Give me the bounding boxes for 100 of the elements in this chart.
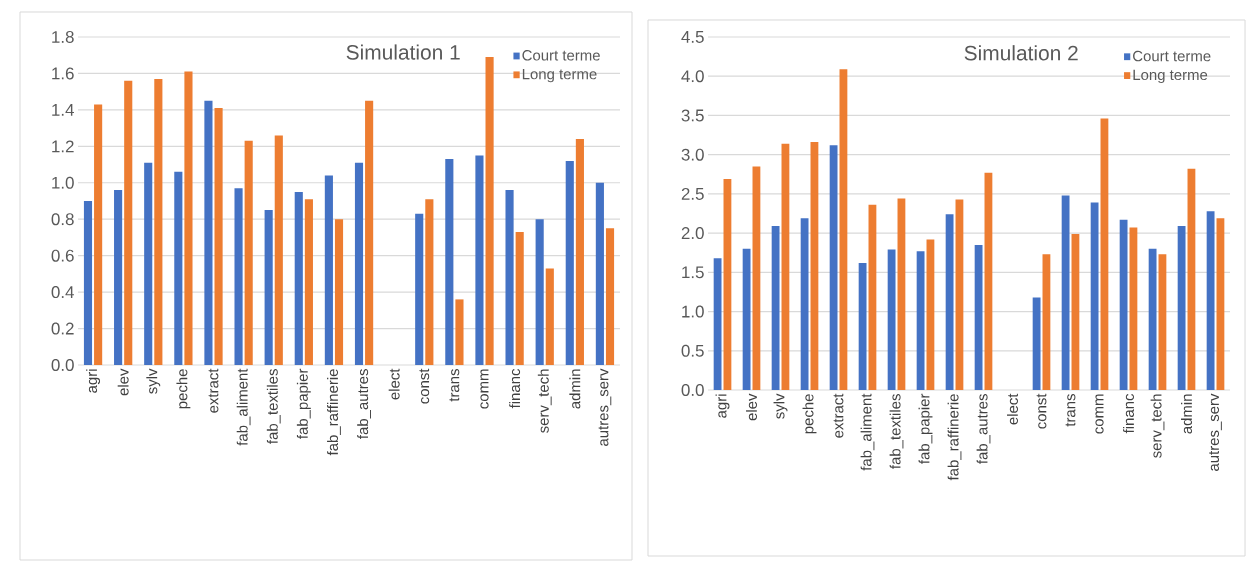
bar bbox=[1061, 195, 1070, 390]
bar bbox=[1216, 218, 1225, 390]
bar bbox=[174, 171, 183, 365]
y-tick-label: 4.0 bbox=[681, 70, 704, 83]
bar bbox=[742, 248, 751, 390]
x-tick-label: comm bbox=[480, 369, 489, 409]
bar bbox=[1158, 254, 1167, 390]
y-tick-label: 2.0 bbox=[681, 227, 704, 240]
bar bbox=[455, 299, 464, 365]
bar bbox=[858, 262, 867, 390]
bar bbox=[324, 175, 333, 365]
bar bbox=[1090, 202, 1099, 390]
bar bbox=[955, 199, 964, 390]
y-tick-label: 1.0 bbox=[682, 305, 704, 318]
y-tick-label: 3.5 bbox=[681, 109, 704, 122]
y-tick-label: 0.2 bbox=[51, 322, 74, 335]
y-tick-label: 1.2 bbox=[52, 140, 74, 153]
x-tick-label: peche bbox=[802, 394, 817, 434]
bar bbox=[94, 104, 103, 365]
bar bbox=[415, 213, 424, 365]
bar bbox=[274, 135, 283, 365]
x-tick-label: peche bbox=[176, 369, 191, 409]
bar bbox=[771, 226, 780, 390]
x-tick-label: serv_tech bbox=[1150, 394, 1165, 458]
bar bbox=[1148, 248, 1157, 390]
bar bbox=[575, 139, 584, 365]
bar bbox=[887, 249, 896, 390]
y-tick-label: 3.0 bbox=[681, 148, 704, 161]
legend-label: Long terme bbox=[1133, 69, 1208, 84]
x-tick-label: fab_papier bbox=[296, 368, 311, 439]
bar bbox=[214, 108, 223, 365]
legend-label: Court terme bbox=[1133, 50, 1211, 62]
bar bbox=[1042, 254, 1051, 390]
bar bbox=[926, 239, 935, 390]
x-tick-label: autres_serv bbox=[1209, 393, 1222, 471]
bar bbox=[204, 100, 213, 365]
x-tick-label: fab_aliment bbox=[860, 393, 875, 471]
x-tick-label: const bbox=[1036, 393, 1047, 429]
x-tick-label: agri bbox=[86, 369, 101, 393]
bar bbox=[752, 166, 761, 390]
bar bbox=[234, 188, 243, 365]
x-tick-label: financ bbox=[1123, 393, 1134, 434]
x-tick-label: admin bbox=[569, 369, 581, 409]
bar bbox=[114, 190, 123, 365]
y-tick-label: 1.8 bbox=[52, 31, 74, 43]
x-tick-label: fab_textiles bbox=[266, 369, 281, 444]
y-tick-label: 0.5 bbox=[681, 344, 704, 357]
bar bbox=[244, 140, 253, 365]
bar bbox=[334, 219, 344, 365]
chart-title: Simulation 1 bbox=[346, 44, 460, 60]
y-tick-label: 1.6 bbox=[52, 67, 74, 80]
bar bbox=[83, 201, 93, 365]
bar bbox=[595, 182, 604, 365]
bar bbox=[1177, 226, 1186, 390]
x-tick-label: trans bbox=[1065, 394, 1076, 427]
x-tick-label: elect bbox=[1007, 393, 1018, 425]
legend-label: Court terme bbox=[522, 50, 600, 61]
bar bbox=[605, 228, 615, 365]
bar bbox=[124, 80, 133, 365]
x-tick-label: autres_serv bbox=[598, 368, 612, 446]
y-tick-label: 0.4 bbox=[51, 286, 74, 299]
bar bbox=[945, 214, 954, 390]
x-tick-label: fab_raffinerie bbox=[947, 394, 962, 481]
x-tick-label: comm bbox=[1095, 394, 1104, 434]
x-tick-label: fab_autres bbox=[357, 369, 371, 439]
y-tick-label: 1.5 bbox=[682, 266, 704, 279]
bar bbox=[475, 155, 484, 365]
x-tick-label: extract bbox=[833, 393, 844, 438]
bar bbox=[304, 199, 313, 365]
bar bbox=[365, 100, 374, 365]
bar bbox=[535, 219, 544, 365]
bar bbox=[1032, 297, 1041, 390]
bar bbox=[144, 162, 153, 365]
x-tick-label: elev bbox=[746, 393, 757, 421]
bar bbox=[184, 71, 193, 365]
bar bbox=[829, 145, 838, 390]
bar bbox=[713, 258, 722, 390]
x-tick-label: elev bbox=[117, 368, 129, 396]
chart-title: Simulation 2 bbox=[964, 45, 1078, 61]
bar bbox=[515, 231, 524, 365]
x-tick-label: extract bbox=[208, 368, 219, 413]
legend-label: Long terme bbox=[522, 68, 597, 83]
bar bbox=[264, 210, 273, 365]
x-tick-label: fab_papier bbox=[918, 393, 933, 464]
x-tick-label: financ bbox=[509, 368, 521, 409]
y-tick-label: 1.0 bbox=[52, 176, 74, 189]
bar bbox=[545, 268, 554, 365]
y-tick-label: 0.8 bbox=[51, 213, 74, 226]
bar bbox=[974, 244, 983, 390]
x-tick-label: trans bbox=[449, 369, 460, 402]
bar bbox=[1206, 211, 1215, 390]
y-tick-label: 4.5 bbox=[681, 31, 704, 43]
x-tick-label: fab_textiles bbox=[889, 394, 904, 469]
bar bbox=[425, 199, 434, 365]
x-tick-label: sylv bbox=[146, 368, 161, 394]
y-tick-label: 1.4 bbox=[52, 104, 74, 116]
bar bbox=[485, 57, 494, 365]
bar bbox=[800, 218, 809, 390]
y-tick-label: 0.6 bbox=[51, 249, 74, 262]
bar bbox=[505, 190, 514, 365]
